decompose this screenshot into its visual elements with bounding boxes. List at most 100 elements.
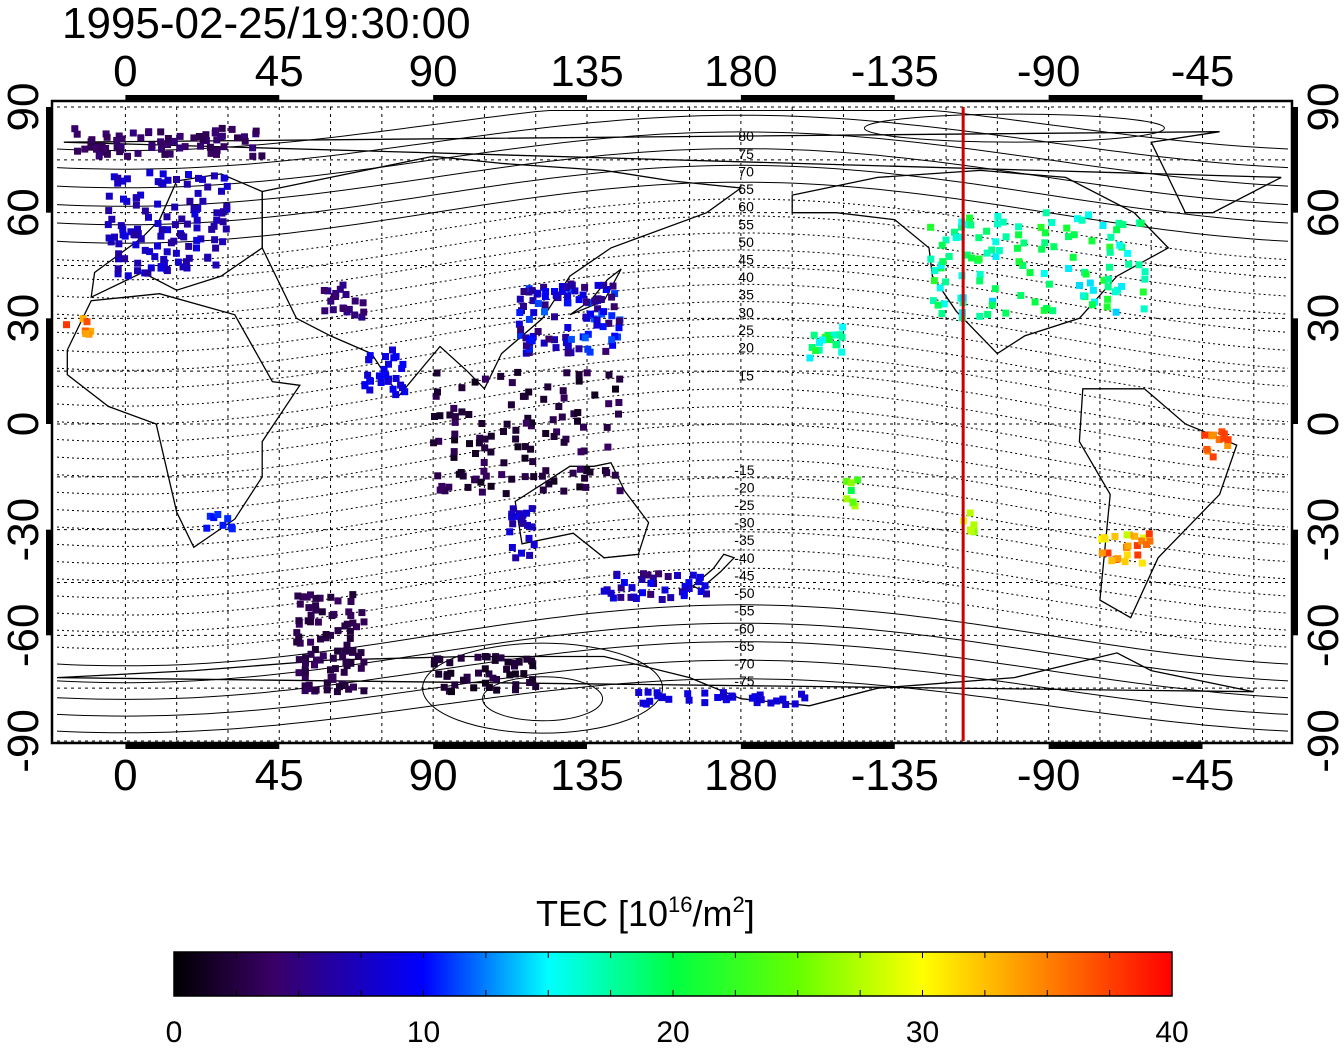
- tec-point-europe: [157, 264, 165, 272]
- axis-bar-bottom: [740, 744, 895, 749]
- tec-point-indonesia-pacific: [583, 369, 591, 377]
- tec-point-argentina: [1133, 542, 1141, 550]
- contour-line: [56, 353, 1289, 425]
- tec-point-europe: [210, 172, 218, 180]
- tec-point-australia-south: [607, 589, 615, 597]
- tec-point-brazil: [1208, 432, 1216, 440]
- tec-point-east-asia: [583, 314, 591, 322]
- tec-point-southern-ocean: [323, 686, 331, 694]
- contour-line: [56, 495, 1289, 565]
- tec-point-indonesia-pacific: [450, 448, 458, 456]
- tec-point-middle-east: [330, 293, 338, 300]
- tec-point-southern-ocean: [307, 611, 315, 619]
- tec-point-north-america: [1100, 276, 1108, 284]
- tec-point-antarctica: [493, 676, 500, 683]
- tec-point-north-america: [1080, 292, 1087, 300]
- tec-point-north-america: [1089, 286, 1097, 294]
- contour-line: [56, 622, 1289, 684]
- tec-point-arctic-europe: [213, 150, 220, 158]
- tec-point-indonesia-pacific: [477, 478, 485, 486]
- tec-point-east-asia: [520, 288, 528, 295]
- tec-point-indonesia-pacific: [521, 473, 529, 481]
- tec-point-europe: [144, 269, 152, 277]
- tec-point-north-america: [1041, 229, 1049, 237]
- tec-point-australia: [514, 512, 522, 520]
- tec-point-indonesia-pacific: [540, 395, 548, 403]
- tec-point-indonesia-pacific: [481, 435, 489, 443]
- tec-point-southern-ocean: [360, 658, 368, 666]
- tec-point-europe: [219, 218, 227, 226]
- longitude-labels-top: 0 45 90 135 180 -135 -90 -45: [113, 47, 1234, 96]
- tec-point-arctic-europe: [197, 142, 204, 150]
- tec-point-australia-south: [655, 570, 663, 578]
- contour-label: -50: [734, 585, 754, 601]
- tec-point-arctic-europe: [134, 149, 142, 157]
- tec-point-indonesia-pacific: [586, 468, 594, 476]
- tec-point-indonesia-pacific: [451, 430, 459, 438]
- tec-point-indonesia-pacific: [575, 377, 583, 385]
- tec-point-australia-south: [674, 572, 681, 579]
- tec-point-indonesia-pacific: [616, 375, 624, 383]
- axis-bar-right: [1293, 529, 1298, 636]
- tec-point-middle-east: [336, 285, 344, 293]
- tec-point-east-asia: [551, 288, 558, 295]
- tec-point-antarctica: [492, 653, 500, 661]
- tec-point-antarctica-ross: [644, 688, 652, 696]
- tec-point-arctic-europe: [176, 132, 184, 140]
- tec-point-north-america: [1112, 308, 1120, 316]
- tec-point-north-america: [1026, 269, 1034, 277]
- tec-point-southern-ocean: [360, 618, 368, 626]
- tec-point-indonesia-pacific: [575, 371, 583, 379]
- tec-point-argentina: [1098, 549, 1106, 557]
- axis-bar-bottom: [125, 744, 280, 749]
- tec-point-antarctica-ross: [756, 691, 764, 699]
- tec-point-north-america: [991, 285, 999, 293]
- tec-point-east-asia: [525, 315, 533, 323]
- tec-point-southern-ocean: [295, 669, 303, 677]
- tec-point-east-asia: [568, 281, 576, 289]
- tec-point-arctic-europe: [181, 143, 189, 151]
- tec-point-india: [398, 365, 406, 372]
- tec-point-indonesia-pacific: [524, 414, 532, 422]
- tec-point-southern-ocean: [357, 649, 365, 657]
- tec-point-europe: [114, 265, 122, 273]
- tec-point-arctic-europe: [170, 137, 178, 145]
- tec-point-east-asia: [516, 309, 524, 316]
- map-frame: [50, 99, 1294, 745]
- tec-point-europe: [141, 207, 149, 215]
- tec-point-south-africa: [214, 511, 222, 518]
- tec-point-australia-south: [658, 596, 666, 603]
- longitude-label-bottom: -135: [851, 751, 939, 800]
- tec-point-southern-ocean: [294, 592, 302, 600]
- tec-point-indonesia-pacific: [615, 399, 623, 406]
- contour-label: 40: [738, 269, 754, 285]
- tec-point-north-america: [958, 223, 965, 231]
- axis-bar-top: [433, 95, 588, 100]
- contour-label: 60: [738, 199, 754, 215]
- tec-point-north-america: [1049, 307, 1057, 315]
- tec-point-indonesia-pacific: [434, 472, 442, 480]
- tec-point-australia-south: [639, 589, 646, 597]
- tec-point-north-america: [1104, 295, 1112, 303]
- tec-point-antarctica-ross: [782, 701, 790, 708]
- tec-point-southern-ocean: [358, 609, 366, 617]
- tec-point-europe: [159, 170, 167, 178]
- tec-point-east-asia: [562, 333, 570, 341]
- tec-point-southern-ocean: [340, 668, 348, 676]
- contour-label: 35: [738, 287, 754, 303]
- tec-point-indonesia-pacific: [482, 472, 490, 480]
- longitude-label-bottom: 180: [704, 751, 777, 800]
- map-title: 1995-02-25/19:30:00: [62, 0, 471, 48]
- contour-label: -25: [734, 497, 754, 513]
- latitude-label-left: 60: [0, 188, 48, 237]
- tec-point-antarctica: [483, 653, 491, 661]
- tec-point-indonesia-pacific: [574, 417, 581, 425]
- tec-point-north-america: [995, 247, 1003, 255]
- tec-point-europe: [204, 253, 212, 261]
- tec-point-antarctica-ross: [791, 700, 799, 708]
- tec-point-north-america: [942, 236, 950, 244]
- tec-point-east-asia: [594, 295, 602, 303]
- tec-point-antarctica: [485, 670, 493, 678]
- tec-point-europe: [183, 220, 191, 228]
- tec-point-europe: [114, 179, 122, 187]
